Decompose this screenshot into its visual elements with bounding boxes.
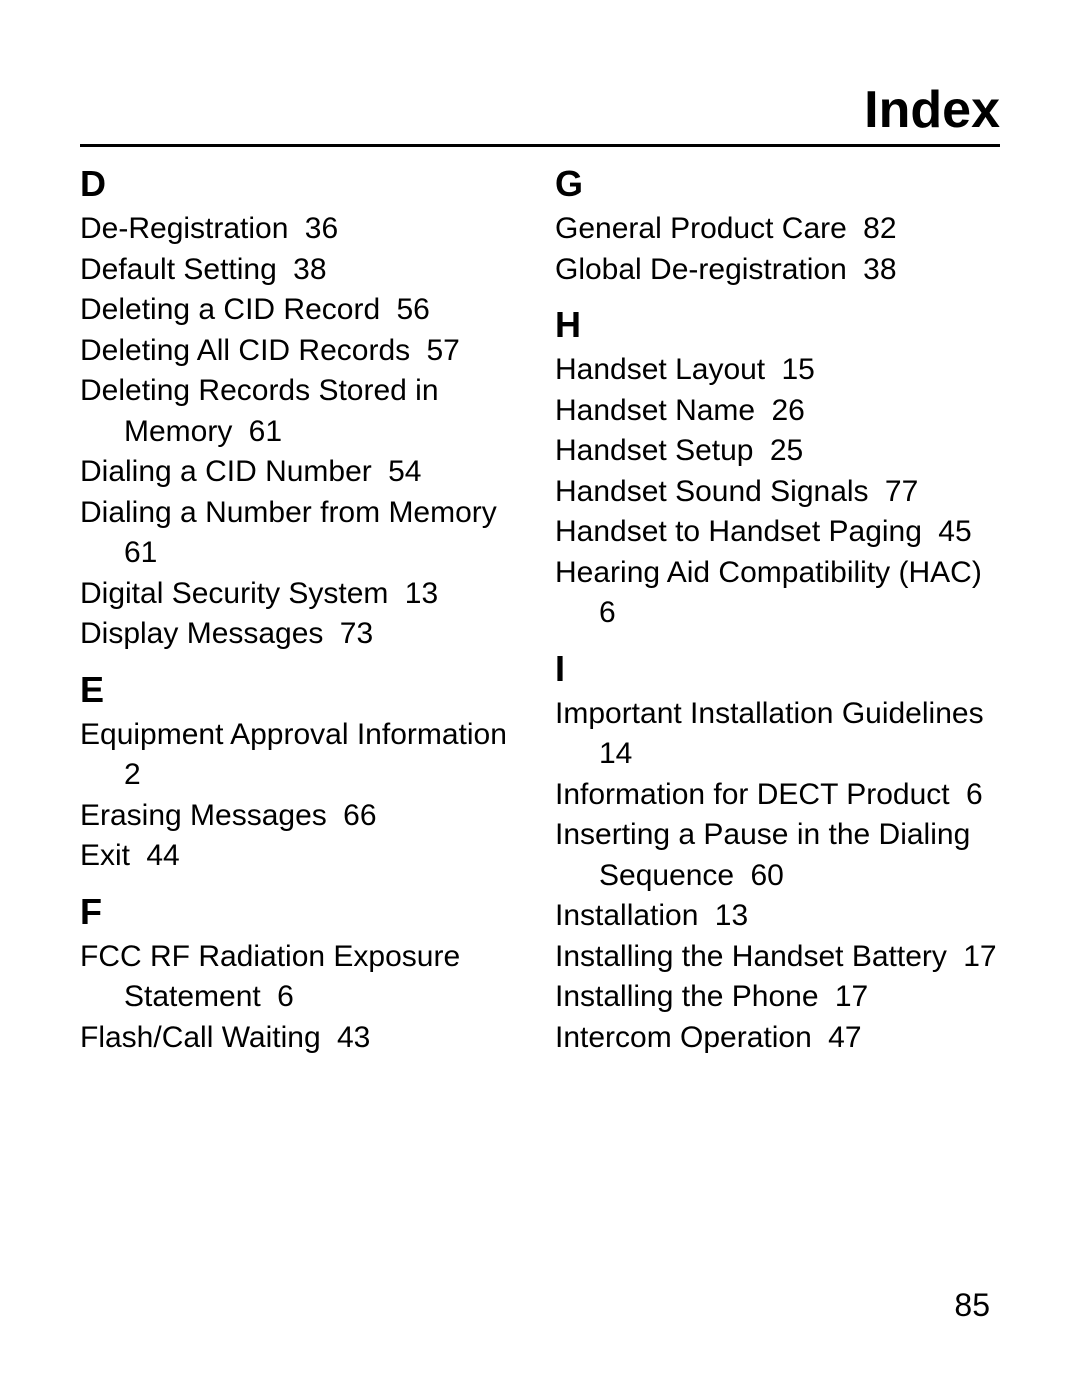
entry-page: 17	[955, 940, 997, 973]
entry-page: 54	[380, 455, 422, 488]
entry-text: Intercom Operation	[555, 1021, 812, 1054]
left-column: DDe-Registration 36Default Setting 38Del…	[80, 163, 525, 1058]
index-entry: Handset Setup 25	[599, 431, 1000, 472]
index-entry: Digital Security System 13	[124, 574, 525, 615]
index-entry: Deleting a CID Record 56	[124, 290, 525, 331]
index-entry: Handset Sound Signals 77	[599, 472, 1000, 513]
entry-page: 43	[329, 1021, 371, 1054]
entry-text: Deleting All CID Records	[80, 334, 410, 367]
index-entry: Default Setting 38	[124, 250, 525, 291]
index-entry: Deleting Records Stored in Memory 61	[124, 371, 525, 452]
entry-text: Flash/Call Waiting	[80, 1021, 321, 1054]
entry-text: Installing the Phone	[555, 980, 819, 1013]
entry-text: Global De-registration	[555, 253, 847, 286]
entry-page: 2	[124, 758, 141, 791]
entry-page: 60	[742, 859, 784, 892]
entry-page: 82	[855, 212, 897, 245]
entry-page: 36	[296, 212, 338, 245]
entry-page: 38	[285, 253, 327, 286]
section-letter: I	[555, 648, 1000, 690]
entry-text: General Product Care	[555, 212, 847, 245]
entry-page: 47	[820, 1021, 862, 1054]
index-entry: Handset to Handset Paging 45	[599, 512, 1000, 553]
entry-text: Installation	[555, 899, 698, 932]
index-entry: Important Installation Guidelines 14	[599, 694, 1000, 775]
entry-text: Hearing Aid Compatibility (HAC)	[555, 556, 982, 589]
entry-text: De-Registration	[80, 212, 288, 245]
index-entry: Intercom Operation 47	[599, 1018, 1000, 1059]
page-number: 85	[954, 1287, 990, 1324]
index-entry: Installation 13	[599, 896, 1000, 937]
index-entry: De-Registration 36	[124, 209, 525, 250]
entry-text: Digital Security System	[80, 577, 388, 610]
index-entry: General Product Care 82	[599, 209, 1000, 250]
index-entry: Dialing a Number from Memory 61	[124, 493, 525, 574]
entry-text: Handset to Handset Paging	[555, 515, 922, 548]
index-entry: Installing the Phone 17	[599, 977, 1000, 1018]
entry-page: 26	[763, 394, 805, 427]
entry-page: 38	[855, 253, 897, 286]
entry-page: 15	[773, 353, 815, 386]
entry-page: 14	[599, 737, 632, 770]
entry-page: 6	[958, 778, 983, 811]
entry-text: Default Setting	[80, 253, 277, 286]
entry-text: Equipment Approval Information	[80, 718, 507, 751]
right-column: GGeneral Product Care 82Global De-regist…	[555, 163, 1000, 1058]
index-entry: Flash/Call Waiting 43	[124, 1018, 525, 1059]
index-columns: DDe-Registration 36Default Setting 38Del…	[80, 163, 1000, 1058]
entry-page: 73	[331, 617, 373, 650]
entry-page: 56	[388, 293, 430, 326]
entry-page: 13	[706, 899, 748, 932]
entry-page: 57	[418, 334, 460, 367]
index-entry: Handset Layout 15	[599, 350, 1000, 391]
entry-text: Display Messages	[80, 617, 323, 650]
section-letter: D	[80, 163, 525, 205]
index-entry: Hearing Aid Compatibility (HAC) 6	[599, 553, 1000, 634]
index-entry: Inserting a Pause in the Dialing Sequenc…	[599, 815, 1000, 896]
entry-text: Erasing Messages	[80, 799, 327, 832]
index-entry: Installing the Handset Battery 17	[599, 937, 1000, 978]
entry-page: 61	[240, 415, 282, 448]
entry-text: Handset Sound Signals	[555, 475, 869, 508]
entry-page: 13	[396, 577, 438, 610]
entry-page: 44	[138, 839, 180, 872]
index-entry: Global De-registration 38	[599, 250, 1000, 291]
index-title: Index	[80, 80, 1000, 147]
entry-text: Handset Name	[555, 394, 755, 427]
index-entry: Erasing Messages 66	[124, 796, 525, 837]
entry-text: Handset Setup	[555, 434, 753, 467]
entry-text: Installing the Handset Battery	[555, 940, 947, 973]
section-letter: F	[80, 891, 525, 933]
index-entry: FCC RF Radiation Exposure Statement 6	[124, 937, 525, 1018]
section-letter: E	[80, 669, 525, 711]
entry-text: Handset Layout	[555, 353, 765, 386]
entry-page: 17	[827, 980, 869, 1013]
entry-text: Information for DECT Product	[555, 778, 950, 811]
index-entry: Dialing a CID Number 54	[124, 452, 525, 493]
entry-text: Dialing a CID Number	[80, 455, 372, 488]
entry-page: 61	[124, 536, 157, 569]
index-entry: Equipment Approval Information 2	[124, 715, 525, 796]
entry-page: 66	[335, 799, 377, 832]
entry-text: Exit	[80, 839, 130, 872]
entry-text: Important Installation Guidelines	[555, 697, 984, 730]
entry-page: 6	[599, 596, 616, 629]
entry-page: 6	[269, 980, 294, 1013]
index-entry: Handset Name 26	[599, 391, 1000, 432]
entry-page: 77	[877, 475, 919, 508]
index-entry: Exit 44	[124, 836, 525, 877]
index-entry: Deleting All CID Records 57	[124, 331, 525, 372]
entry-text: Dialing a Number from Memory	[80, 496, 497, 529]
entry-text: Deleting a CID Record	[80, 293, 380, 326]
entry-page: 45	[930, 515, 972, 548]
index-entry: Display Messages 73	[124, 614, 525, 655]
section-letter: H	[555, 304, 1000, 346]
entry-page: 25	[761, 434, 803, 467]
index-entry: Information for DECT Product 6	[599, 775, 1000, 816]
section-letter: G	[555, 163, 1000, 205]
